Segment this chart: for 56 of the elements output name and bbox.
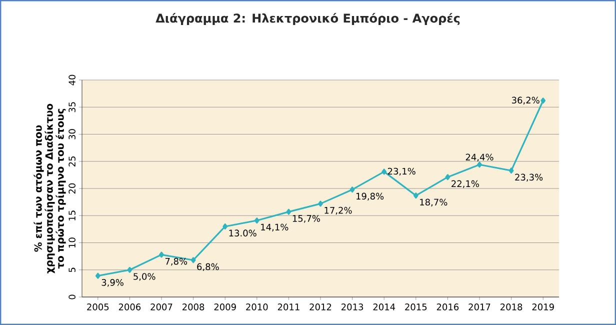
data-label: 17,2%	[324, 206, 352, 215]
y-tick-label: 25	[68, 156, 76, 166]
point	[318, 200, 323, 207]
y-tick-label: 5	[68, 268, 76, 272]
chart-title: Διάγραμμα 2: Ηλεκτρονικό Εμπόριο - Αγορές	[156, 12, 460, 26]
data-label: 19,8%	[356, 192, 384, 201]
x-tick-label: 2019	[532, 304, 554, 310]
point	[477, 162, 482, 168]
point	[350, 186, 355, 193]
data-label: 15,7%	[292, 215, 320, 223]
point	[540, 98, 546, 104]
data-label: 22,1%	[452, 180, 479, 188]
data-label: 18,7%	[420, 198, 448, 206]
data-label: 6,8%	[197, 263, 219, 272]
y-tick-label: 35	[68, 102, 76, 112]
data-label: 3,9%	[102, 279, 124, 287]
x-tick-label: 2017	[468, 304, 490, 310]
point	[190, 257, 196, 264]
y-tick-label: 40	[68, 74, 76, 86]
x-tick-label: 2012	[310, 304, 332, 310]
data-label: 23,1%	[388, 168, 416, 176]
x-tick-label: 2007	[150, 304, 172, 310]
x-tick-label: 2018	[500, 304, 522, 310]
point	[413, 192, 418, 199]
x-tick-label: 2015	[405, 304, 427, 310]
data-label: 7,8%	[165, 258, 188, 266]
x-tick-label: 2016	[436, 304, 459, 310]
point	[127, 266, 132, 273]
data-label: 5,0%	[134, 273, 156, 281]
y-tick-label: 15	[68, 210, 76, 220]
point	[254, 218, 260, 224]
point	[445, 174, 450, 180]
x-tick-label: 2010	[246, 304, 268, 310]
x-tick-label: 2008	[182, 304, 204, 310]
point	[222, 223, 228, 230]
data-label: 36,2%	[512, 96, 540, 104]
point	[508, 168, 514, 174]
y-tick-label: 30	[68, 129, 76, 140]
data-label: 13.0%	[229, 230, 256, 236]
x-tick-label: 2011	[278, 304, 300, 310]
y-tick-label: 20	[68, 183, 76, 194]
y-tick-label: 0	[68, 294, 76, 300]
x-tick-label: 2005	[87, 304, 109, 310]
data-label: 14,1%	[261, 224, 288, 232]
point	[159, 252, 164, 258]
x-tick-label: 2014	[373, 304, 396, 310]
point	[286, 208, 292, 215]
data-label: 24,4%	[466, 154, 494, 162]
y-axis-title: % επί των ατόμων που χρησιμοποίησαν το Διαδίκτυο το πρώτο τρίμηνο του έτους	[34, 104, 66, 274]
point	[95, 272, 100, 279]
y-tick-label: 10	[68, 238, 76, 248]
point	[382, 168, 387, 175]
x-tick-label: 2009	[214, 304, 236, 310]
x-tick-label: 2006	[118, 304, 141, 310]
data-label: 23,3%	[515, 174, 543, 182]
x-tick-label: 2013	[342, 304, 364, 310]
